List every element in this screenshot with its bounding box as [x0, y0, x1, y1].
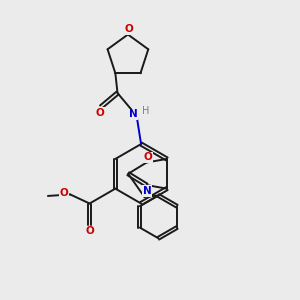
Text: O: O: [59, 188, 68, 198]
Text: N: N: [143, 186, 152, 196]
Text: O: O: [85, 226, 94, 236]
Text: H: H: [142, 106, 150, 116]
Text: O: O: [95, 108, 104, 118]
Text: O: O: [124, 24, 133, 34]
Text: N: N: [129, 109, 137, 119]
Text: O: O: [144, 152, 152, 162]
